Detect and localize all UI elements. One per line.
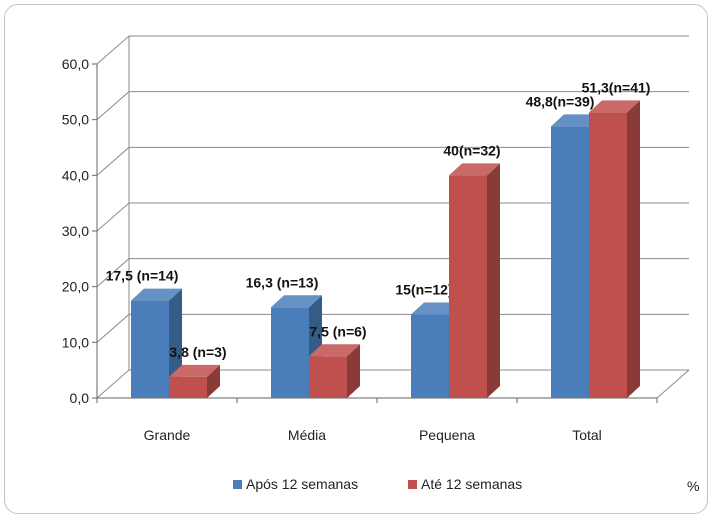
bar-front xyxy=(169,376,207,398)
y-tick-label: 60,0 xyxy=(62,56,89,72)
data-label: 15(n=12) xyxy=(395,282,452,298)
y-tick-label: 40,0 xyxy=(62,167,89,183)
bar-side xyxy=(207,364,220,398)
bar-top xyxy=(309,344,360,357)
bar-front xyxy=(271,307,309,398)
gridline-side xyxy=(96,91,130,121)
x-category-label: Total xyxy=(572,427,602,443)
bar-top xyxy=(169,364,220,377)
data-label: 40(n=32) xyxy=(443,142,500,158)
bar-side xyxy=(347,344,360,398)
x-category-label: Média xyxy=(288,427,326,443)
legend-swatch xyxy=(408,480,417,489)
gridline-side xyxy=(96,35,130,65)
legend-entry: Após 12 semanas xyxy=(246,476,358,492)
data-label: 16,3 (n=13) xyxy=(246,274,319,290)
x-category-label: Pequena xyxy=(419,427,475,443)
y-tick-label: 10,0 xyxy=(62,334,89,350)
y-tick-label: 30,0 xyxy=(62,223,89,239)
bar-front xyxy=(449,175,487,398)
y-tick-label: 0,0 xyxy=(70,390,90,406)
gridline-side xyxy=(96,313,130,343)
data-label: 51,3(n=41) xyxy=(582,79,651,95)
bar-top xyxy=(449,163,500,176)
floor-right-edge xyxy=(656,369,690,399)
unit-label: % xyxy=(687,478,699,494)
gridline-side xyxy=(96,202,130,232)
legend-swatch xyxy=(233,480,242,489)
bar-top xyxy=(589,100,640,113)
bar-side xyxy=(627,100,640,399)
bar-top xyxy=(271,295,322,308)
bar-chart: 0,0 10,0 20,0 30,0 40,0 50,0 60,0 Grande 17,5 (n… xyxy=(62,35,699,494)
data-label: 48,8(n=39) xyxy=(526,93,595,109)
gridline-side xyxy=(96,146,130,176)
x-category-label: Grande xyxy=(144,427,191,443)
y-tick-label: 50,0 xyxy=(62,112,89,128)
bar-front xyxy=(589,112,627,399)
y-tick-label: 20,0 xyxy=(62,279,89,295)
data-label: 17,5 (n=14) xyxy=(106,268,179,284)
data-label: 3,8 (n=3) xyxy=(169,344,226,360)
bar-side xyxy=(487,163,500,398)
gridline-side xyxy=(96,369,130,399)
legend-entry: Até 12 semanas xyxy=(421,476,522,492)
data-label: 7,5 (n=6) xyxy=(309,323,366,339)
bar-front xyxy=(131,300,169,398)
chart-frame: 0,0 10,0 20,0 30,0 40,0 50,0 60,0 Grande 17,5 (n… xyxy=(4,4,708,514)
gridline-side xyxy=(96,258,130,288)
bar-top xyxy=(131,288,182,301)
bar-front xyxy=(411,314,449,398)
bar-front xyxy=(309,356,347,398)
bar-front xyxy=(551,126,589,398)
